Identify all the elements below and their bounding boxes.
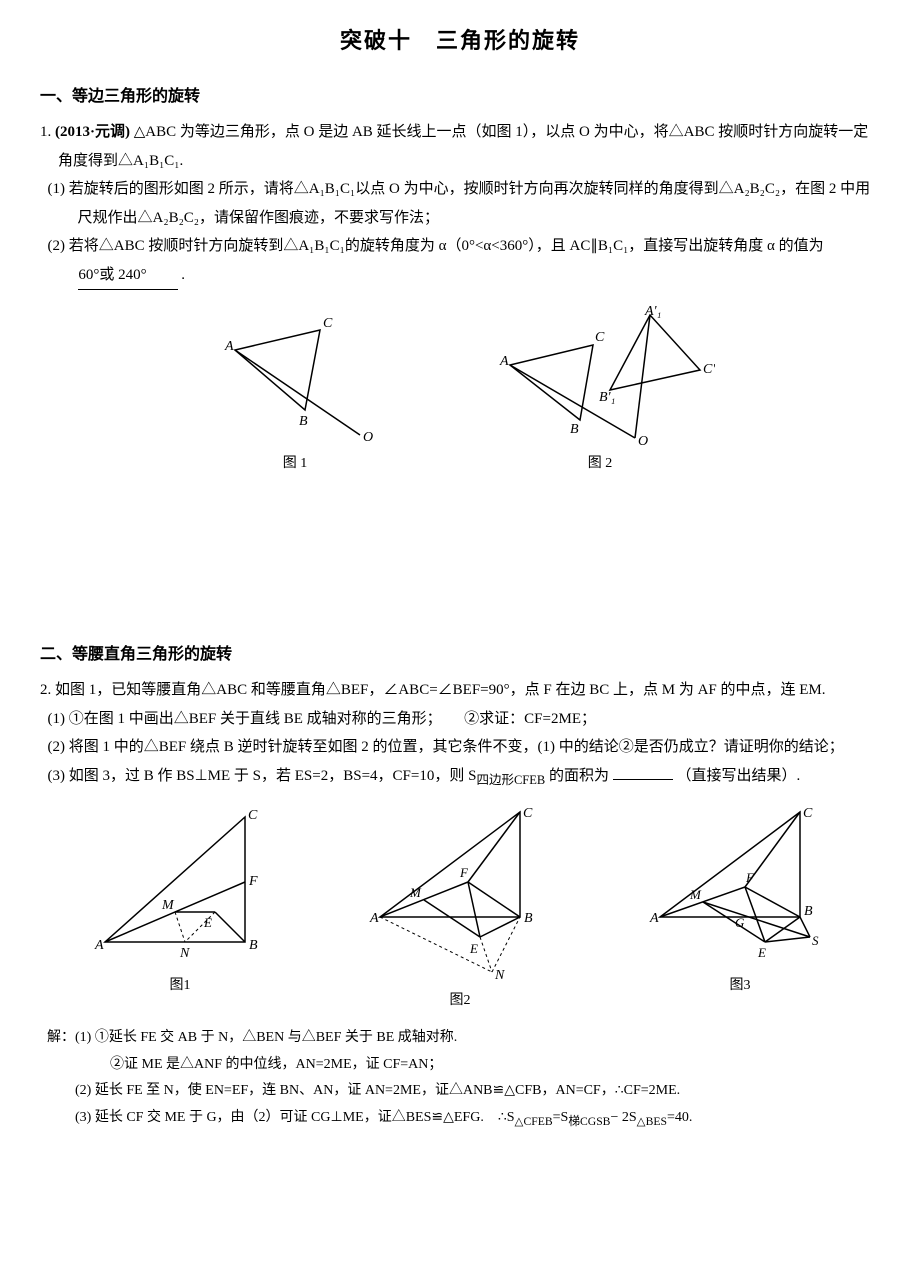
svg-text:A: A [369,911,379,926]
part2-suffix: . [181,267,185,283]
svg-text:M: M [409,885,422,900]
svg-text:B: B [570,422,579,437]
figure-2-caption: 图 2 [588,451,613,478]
svg-text:A: A [649,911,659,926]
problem-stem-text: △ABC 为等边三角形，点 O 是边 AB 延长线上一点（如图 1），以点 O … [58,124,868,169]
page-title: 突破十 三角形的旋转 [40,20,880,62]
part3-suffix: （直接写出结果）. [676,768,800,784]
solution-block: 解：(1) ①延长 FE 交 AB 于 N，△BEN 与△BEF 关于 BE 成… [40,1025,880,1133]
svg-text:E: E [203,915,212,930]
part3-mid: 的面积为 [549,768,609,784]
problem-2-part3: (3) 如图 3，过 B 作 BS⊥ME 于 S，若 ES=2，BS=4，CF=… [40,762,880,793]
part2-answer: 60°或 240° [78,261,178,291]
problem-2-number: 2. [40,682,51,698]
section2-header: 二、等腰直角三角形的旋转 [40,640,880,670]
svg-text:M: M [161,898,175,913]
figure-1-caption: 图 1 [283,451,308,478]
figure-1: A C B O 图 1 [205,305,385,478]
svg-text:C'₁: C'₁ [703,362,715,377]
figure-2-2-caption: 图2 [450,988,471,1015]
svg-text:G: G [735,915,745,930]
svg-text:C: C [248,808,258,823]
svg-text:E: E [757,945,766,960]
svg-text:E: E [469,941,478,956]
problem-2-part2: (2) 将图 1 中的△BEF 绕点 B 逆时针旋转至如图 2 的位置，其它条件… [40,733,880,762]
problem-number: 1. [40,124,51,140]
sol3-end: =40. [667,1110,692,1125]
problem-1-part1: (1) 若旋转后的图形如图 2 所示，请将△A₁B₁C₁以点 O 为中心，按顺时… [40,175,880,232]
svg-text:O: O [638,434,648,445]
problem-2-stem: 2. 如图 1，已知等腰直角△ABC 和等腰直角△BEF，∠ABC=∠BEF=9… [40,676,880,705]
svg-text:N: N [494,968,505,982]
solution-line-1b: ②证 ME 是△ANF 的中位线，AN=2ME，证 CF=AN； [40,1052,880,1079]
problem-2-stem-text: 如图 1，已知等腰直角△ABC 和等腰直角△BEF，∠ABC=∠BEF=90°，… [55,682,826,698]
svg-text:S: S [812,933,819,948]
svg-text:B: B [804,904,813,919]
svg-text:F: F [459,865,469,880]
svg-text:M: M [689,887,702,902]
svg-text:F: F [745,870,755,885]
problem-1-stem: 1. (2013·元调) △ABC 为等边三角形，点 O 是边 AB 延长线上一… [40,118,880,175]
figure-2-svg: A C B O A'₁ B'₁ C'₁ [485,305,715,445]
part2-prefix: (2) 若将△ABC 按顺时针方向旋转到△A₁B₁C₁的旋转角度为 α（0°<α… [48,238,824,254]
svg-text:A'₁: A'₁ [644,305,661,319]
svg-text:C: C [595,330,605,345]
sol3-mid2: − 2S [610,1110,636,1125]
solution-line-2: 解：(2) 延长 FE 至 N，使 EN=EF，连 BN、AN，证 AN=2ME… [40,1078,880,1105]
part3-prefix: (3) 如图 3，过 B 作 BS⊥ME 于 S，若 ES=2，BS=4，CF=… [48,768,477,784]
sol3-sub3: △BES [637,1115,667,1128]
svg-text:A: A [224,339,234,354]
svg-text:O: O [363,430,373,445]
problem-2: 2. 如图 1，已知等腰直角△ABC 和等腰直角△BEF，∠ABC=∠BEF=9… [40,676,880,1133]
figure-2-3-caption: 图3 [730,973,751,1000]
sol3-sub2: 梯CGSB [568,1115,610,1128]
spacer [40,498,880,628]
sol3-mid: =S [553,1110,569,1125]
solution-line-2-text: (2) 延长 FE 至 N，使 EN=EF，连 BN、AN，证 AN=2ME，证… [75,1083,680,1098]
svg-text:C: C [803,807,813,821]
figure-2-3: A B C F M E G S 图3 [640,807,840,1015]
solution-line-1: 解：(1) ①延长 FE 交 AB 于 N，△BEN 与△BEF 关于 BE 成… [40,1025,880,1052]
svg-text:B: B [249,938,258,953]
figure-2-2: A B C F M E N 图2 [360,807,560,1015]
figure-1-svg: A C B O [205,305,385,445]
svg-text:B: B [524,911,533,926]
figure-row-1: A C B O 图 1 A C B O A'₁ B'₁ [40,305,880,478]
figure-2: A C B O A'₁ B'₁ C'₁ 图 2 [485,305,715,478]
figure-2-3-svg: A B C F M E G S [640,807,840,967]
section1-header: 一、等边三角形的旋转 [40,82,880,112]
figure-2-1-svg: A B C F M E N [80,807,280,967]
figure-2-2-svg: A B C F M E N [360,807,560,982]
sol3-a: (3) 延长 CF 交 ME 于 G，由（2）可证 CG⊥ME，证△BES≌△E… [75,1110,515,1125]
problem-1: 1. (2013·元调) △ABC 为等边三角形，点 O 是边 AB 延长线上一… [40,118,880,478]
svg-text:C: C [323,316,333,331]
figure-2-1: A B C F M E N 图1 [80,807,280,1015]
svg-text:C: C [523,807,533,821]
svg-text:B: B [299,414,308,429]
solution-line-3: 解：(3) 延长 CF 交 ME 于 G，由（2）可证 CG⊥ME，证△BES≌… [40,1105,880,1133]
sol3-sub1: △CFEB [515,1115,553,1128]
part3-answer-blank [613,779,673,780]
problem-1-part2: (2) 若将△ABC 按顺时针方向旋转到△A₁B₁C₁的旋转角度为 α（0°<α… [40,232,880,290]
figure-row-2: A B C F M E N 图1 [40,807,880,1015]
svg-text:A: A [499,354,509,369]
svg-text:F: F [248,874,258,889]
figure-2-1-caption: 图1 [170,973,191,1000]
svg-text:B'₁: B'₁ [599,390,615,405]
part3-sub: 四边形CFEB [476,773,545,787]
problem-source: (2013·元调) [55,124,130,140]
svg-text:A: A [94,938,104,953]
problem-2-part1: (1) ①在图 1 中画出△BEF 关于直线 BE 成轴对称的三角形； ②求证：… [40,705,880,734]
svg-text:N: N [179,946,190,961]
